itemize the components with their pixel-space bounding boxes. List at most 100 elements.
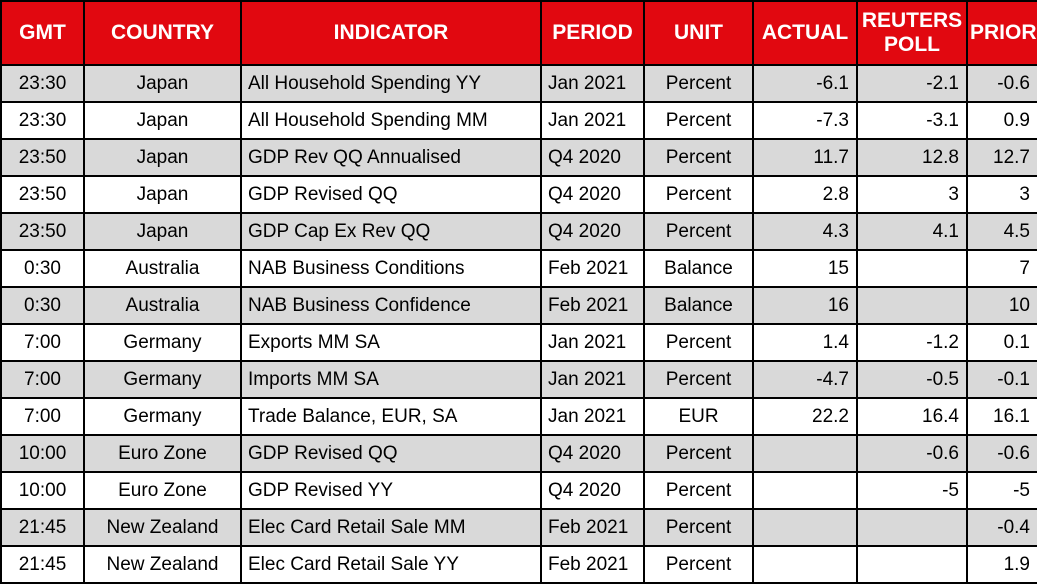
cell-period: Q4 2020 [540, 175, 645, 214]
cell-indicator: GDP Cap Ex Rev QQ [240, 212, 542, 251]
cell-reuters-poll [856, 249, 968, 288]
cell-prior: 0.9 [966, 101, 1037, 140]
cell-country: New Zealand [83, 545, 242, 584]
cell-unit: Percent [643, 212, 754, 251]
cell-country: Germany [83, 360, 242, 399]
cell-unit: Percent [643, 101, 754, 140]
cell-gmt: 7:00 [0, 323, 85, 362]
cell-prior: 16.1 [966, 397, 1037, 436]
cell-reuters-poll: 4.1 [856, 212, 968, 251]
cell-country: Australia [83, 249, 242, 288]
cell-actual: 4.3 [752, 212, 858, 251]
cell-indicator: GDP Revised QQ [240, 434, 542, 473]
table-row: 7:00 Germany Trade Balance, EUR, SA Jan 202… [0, 397, 1037, 436]
cell-actual: -6.1 [752, 64, 858, 103]
cell-country: Australia [83, 286, 242, 325]
table-row: 7:00 Germany Imports MM SA Jan 2021 Percent -… [0, 360, 1037, 399]
cell-reuters-poll: 3 [856, 175, 968, 214]
table-row: 23:30 Japan All Household Spending YY Jan 2… [0, 64, 1037, 103]
column-header-indicator: INDICATOR [240, 0, 542, 66]
cell-unit: EUR [643, 397, 754, 436]
cell-gmt: 23:50 [0, 175, 85, 214]
cell-prior: 1.9 [966, 545, 1037, 584]
cell-unit: Percent [643, 138, 754, 177]
cell-country: Japan [83, 64, 242, 103]
cell-prior: 10 [966, 286, 1037, 325]
cell-reuters-poll [856, 508, 968, 547]
cell-indicator: Elec Card Retail Sale YY [240, 545, 542, 584]
cell-period: Feb 2021 [540, 286, 645, 325]
cell-period: Jan 2021 [540, 101, 645, 140]
cell-reuters-poll: -3.1 [856, 101, 968, 140]
cell-prior: -5 [966, 471, 1037, 510]
cell-period: Feb 2021 [540, 249, 645, 288]
cell-actual [752, 471, 858, 510]
cell-country: Germany [83, 323, 242, 362]
cell-indicator: Trade Balance, EUR, SA [240, 397, 542, 436]
cell-period: Q4 2020 [540, 138, 645, 177]
cell-actual [752, 508, 858, 547]
cell-unit: Balance [643, 249, 754, 288]
header-row: GMT COUNTRY INDICATOR PERIOD UNIT ACTUAL… [0, 0, 1037, 66]
cell-gmt: 10:00 [0, 434, 85, 473]
cell-unit: Percent [643, 323, 754, 362]
cell-reuters-poll: -0.6 [856, 434, 968, 473]
column-header-country: COUNTRY [83, 0, 242, 66]
cell-unit: Percent [643, 175, 754, 214]
table-row: 21:45 New Zealand Elec Card Retail Sale MM… [0, 508, 1037, 547]
cell-reuters-poll: 16.4 [856, 397, 968, 436]
cell-prior: -0.6 [966, 434, 1037, 473]
cell-gmt: 21:45 [0, 545, 85, 584]
cell-reuters-poll [856, 545, 968, 584]
cell-period: Jan 2021 [540, 397, 645, 436]
table-row: 10:00 Euro Zone GDP Revised QQ Q4 2020 Perce… [0, 434, 1037, 473]
table-body: 23:30 Japan All Household Spending YY Jan 2… [0, 64, 1037, 584]
cell-prior: 12.7 [966, 138, 1037, 177]
cell-country: Japan [83, 175, 242, 214]
cell-unit: Percent [643, 508, 754, 547]
cell-reuters-poll: -2.1 [856, 64, 968, 103]
cell-country: Japan [83, 101, 242, 140]
cell-indicator: NAB Business Confidence [240, 286, 542, 325]
table-row: 7:00 Germany Exports MM SA Jan 2021 Percent 1… [0, 323, 1037, 362]
cell-period: Feb 2021 [540, 508, 645, 547]
cell-actual: 15 [752, 249, 858, 288]
cell-actual: -7.3 [752, 101, 858, 140]
cell-country: Germany [83, 397, 242, 436]
cell-indicator: Exports MM SA [240, 323, 542, 362]
cell-actual: 1.4 [752, 323, 858, 362]
column-header-gmt: GMT [0, 0, 85, 66]
cell-gmt: 23:50 [0, 212, 85, 251]
cell-unit: Percent [643, 471, 754, 510]
cell-gmt: 23:50 [0, 138, 85, 177]
cell-prior: 0.1 [966, 323, 1037, 362]
table-row: 23:50 Japan GDP Rev QQ Annualised Q4 2020 Pe… [0, 138, 1037, 177]
cell-gmt: 23:30 [0, 101, 85, 140]
cell-prior: 7 [966, 249, 1037, 288]
column-header-period: PERIOD [540, 0, 645, 66]
cell-actual [752, 545, 858, 584]
table-row: 23:50 Japan GDP Cap Ex Rev QQ Q4 2020 Percen… [0, 212, 1037, 251]
cell-gmt: 7:00 [0, 360, 85, 399]
cell-period: Jan 2021 [540, 64, 645, 103]
column-header-actual: ACTUAL [752, 0, 858, 66]
cell-indicator: Elec Card Retail Sale MM [240, 508, 542, 547]
column-header-reuters-poll: REUTERS POLL [856, 0, 968, 66]
cell-actual: 16 [752, 286, 858, 325]
cell-actual: -4.7 [752, 360, 858, 399]
cell-indicator: All Household Spending MM [240, 101, 542, 140]
cell-indicator: NAB Business Conditions [240, 249, 542, 288]
table-row: 0:30 Australia NAB Business Conditions Feb … [0, 249, 1037, 288]
column-header-prior: PRIOR [966, 0, 1037, 66]
cell-prior: 3 [966, 175, 1037, 214]
cell-country: Euro Zone [83, 434, 242, 473]
cell-indicator: GDP Rev QQ Annualised [240, 138, 542, 177]
cell-unit: Percent [643, 360, 754, 399]
cell-indicator: Imports MM SA [240, 360, 542, 399]
cell-period: Jan 2021 [540, 360, 645, 399]
cell-period: Q4 2020 [540, 434, 645, 473]
cell-period: Feb 2021 [540, 545, 645, 584]
cell-gmt: 7:00 [0, 397, 85, 436]
table-row: 0:30 Australia NAB Business Confidence Feb … [0, 286, 1037, 325]
